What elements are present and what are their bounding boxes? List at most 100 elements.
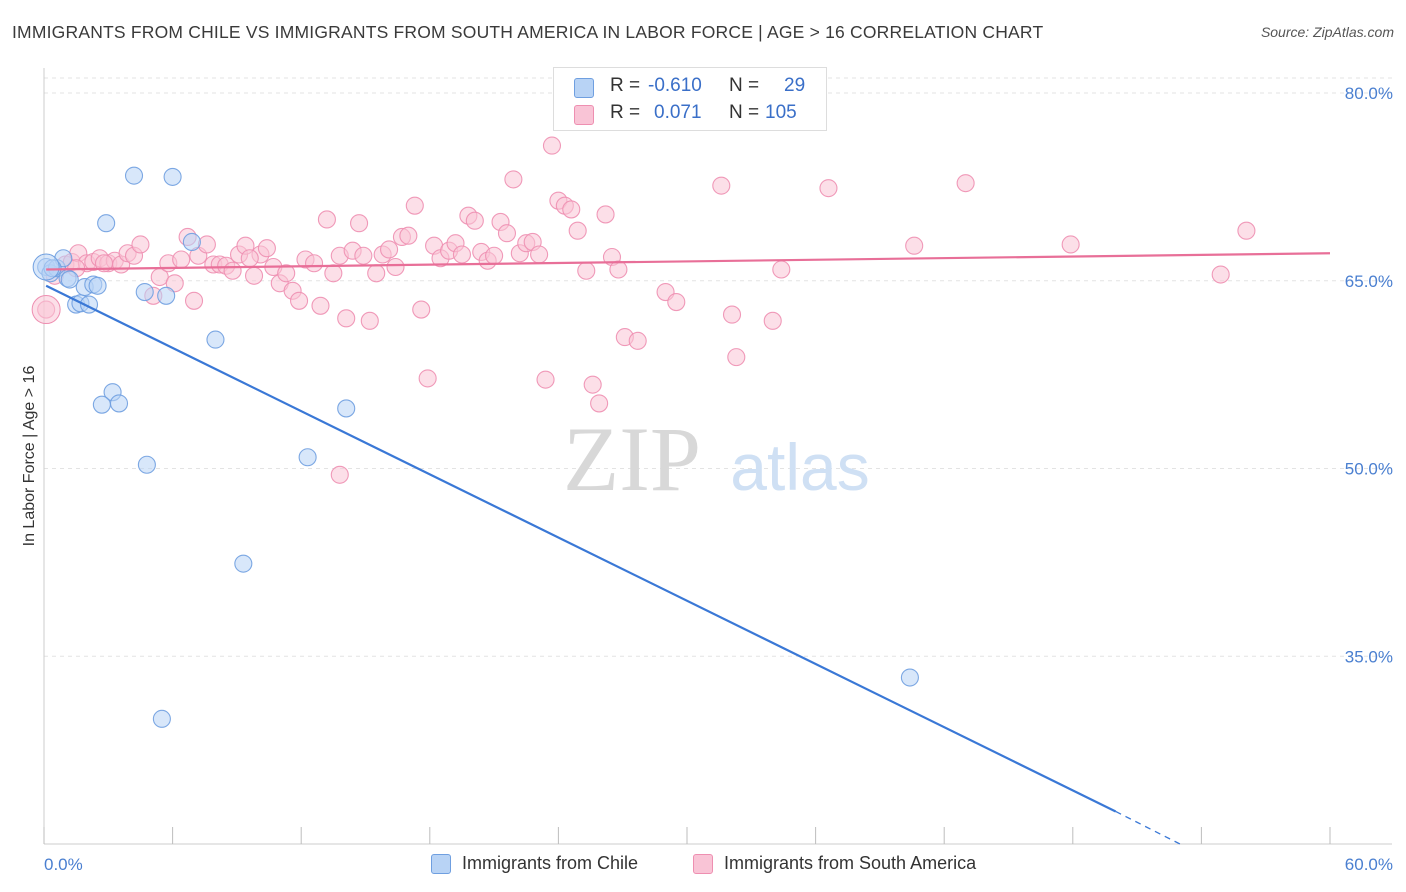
x-tick-label: 0.0%	[44, 855, 83, 874]
series-chile-points	[32, 166, 919, 728]
point-chile	[124, 166, 144, 185]
legend-n-value: 29	[784, 75, 806, 96]
point-chile	[182, 232, 201, 252]
point-south-america	[399, 226, 418, 245]
point-south-america	[562, 200, 581, 219]
legend-n-value: 105	[765, 102, 797, 123]
point-south-america	[240, 249, 259, 268]
point-south-america	[367, 264, 386, 283]
point-south-america	[405, 196, 424, 215]
source-label: Source: ZipAtlas.com	[1260, 24, 1394, 40]
point-south-america	[497, 224, 517, 243]
trendlines	[45, 252, 1331, 845]
legend-swatch-chile	[574, 78, 594, 98]
point-south-america	[257, 239, 276, 258]
point-south-america	[380, 240, 399, 259]
point-south-america	[485, 246, 504, 265]
series-legend: Immigrants from Chile Immigrants from So…	[0, 852, 1406, 880]
point-south-america	[354, 246, 373, 265]
point-south-america	[165, 274, 184, 293]
point-south-america	[763, 311, 782, 330]
point-south-america	[244, 266, 264, 285]
legend-r-label: R =	[610, 75, 641, 96]
point-south-america	[504, 170, 523, 189]
point-south-america	[277, 264, 296, 283]
point-south-america	[583, 375, 602, 394]
point-south-america	[324, 264, 343, 283]
point-south-america	[386, 257, 405, 277]
point-chile	[157, 286, 176, 305]
y-tick-label: 65.0%	[1345, 272, 1393, 291]
point-south-america	[360, 311, 379, 330]
chart-title: IMMIGRANTS FROM CHILE VS IMMIGRANTS FROM…	[12, 22, 1044, 42]
point-south-america	[337, 309, 356, 328]
trendline-south-america	[46, 252, 1331, 271]
series-legend-label: Immigrants from South America	[724, 853, 977, 873]
point-south-america	[290, 291, 309, 310]
legend-n-label: N =	[729, 75, 760, 96]
series-south-america-points	[31, 136, 1256, 484]
point-south-america	[184, 291, 204, 310]
watermark: ZIP atlas	[563, 408, 870, 510]
point-south-america	[1061, 235, 1080, 254]
point-south-america	[568, 221, 587, 240]
trendline-chile-extension	[1115, 810, 1181, 845]
point-south-america	[94, 254, 114, 273]
point-chile	[234, 554, 253, 573]
point-south-america	[131, 235, 150, 254]
stats-legend: R = -0.610 N = 29 R = 0.071 N = 105	[553, 67, 827, 131]
point-south-america	[772, 260, 791, 279]
point-south-america	[596, 205, 615, 224]
point-south-america	[197, 235, 216, 254]
point-chile	[97, 214, 116, 233]
point-south-america	[542, 136, 562, 155]
point-south-america	[530, 245, 549, 264]
point-chile	[337, 399, 356, 418]
point-south-america	[1211, 265, 1230, 284]
point-chile	[163, 167, 182, 186]
point-chile	[135, 282, 154, 302]
point-chile	[206, 330, 225, 349]
y-tick-labels: 35.0% 50.0% 65.0% 80.0%	[1345, 84, 1393, 666]
point-south-america	[590, 394, 609, 413]
legend-swatch-chile	[431, 854, 451, 874]
legend-swatch-south-america	[574, 105, 594, 125]
y-tick-label: 35.0%	[1345, 647, 1393, 666]
point-chile-cluster	[32, 253, 60, 281]
point-south-america	[465, 211, 484, 230]
point-south-america	[1237, 221, 1256, 240]
x-ticks	[43, 827, 1331, 844]
point-chile	[900, 668, 919, 687]
watermark-atlas: atlas	[730, 430, 869, 504]
point-south-america	[418, 369, 437, 388]
point-chile	[92, 395, 111, 414]
point-chile	[109, 394, 129, 413]
point-south-america	[577, 261, 596, 280]
watermark-zip: ZIP	[563, 408, 701, 510]
legend-r-label: R =	[610, 102, 641, 123]
axes	[43, 68, 1392, 845]
point-south-america	[712, 176, 731, 195]
point-chile	[152, 709, 171, 728]
y-tick-label: 80.0%	[1345, 84, 1393, 103]
point-chile	[88, 276, 107, 295]
legend-r-value: -0.610	[648, 75, 702, 96]
point-south-america	[722, 305, 742, 324]
point-south-america-cluster	[31, 295, 61, 325]
point-south-america	[305, 254, 324, 273]
point-south-america	[452, 245, 472, 264]
point-south-america	[412, 300, 431, 319]
point-chile	[137, 455, 156, 474]
point-south-america	[819, 179, 838, 198]
series-legend-label: Immigrants from Chile	[462, 853, 639, 873]
point-south-america	[350, 214, 369, 233]
legend-n-label: N =	[729, 102, 760, 123]
point-south-america	[330, 465, 349, 484]
y-tick-label: 50.0%	[1345, 460, 1393, 479]
point-south-america	[317, 210, 336, 229]
point-south-america	[905, 236, 924, 255]
y-axis-title: In Labor Force | Age > 16	[21, 366, 38, 547]
point-south-america	[956, 174, 975, 193]
point-chile	[60, 270, 79, 289]
